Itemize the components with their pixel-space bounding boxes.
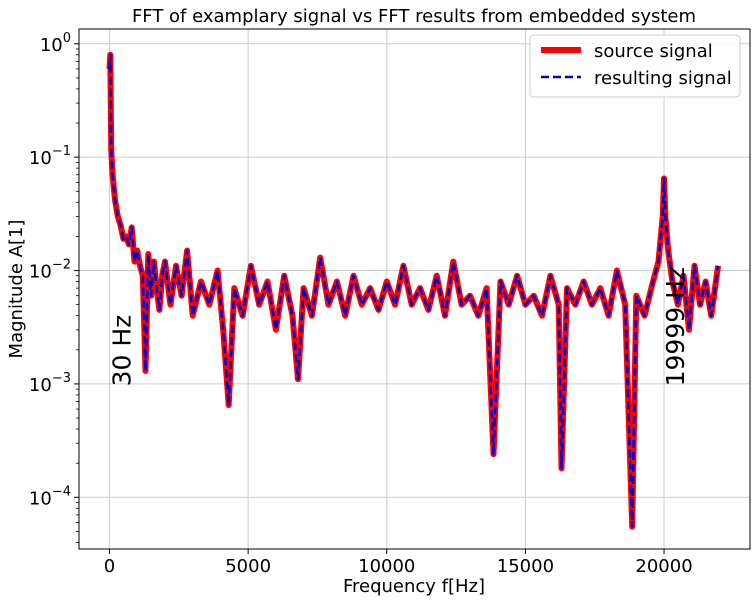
y-tick-label: 10−3: [29, 371, 71, 396]
plot-frame: [78, 28, 751, 550]
series-group: [106, 51, 722, 530]
y-tick-label: 100: [40, 31, 71, 56]
legend: source signal resulting signal: [529, 34, 741, 98]
legend-label-source-signal: source signal: [594, 41, 713, 62]
y-tick-label: 10−1: [29, 144, 71, 169]
x-tick-label: 20000: [635, 556, 692, 577]
y-axis-label: Magnitude A[1]: [6, 220, 27, 359]
annotations: 30 Hz 19999 Hz: [107, 267, 690, 386]
legend-box: [529, 34, 741, 98]
x-tick-label: 10000: [358, 556, 415, 577]
y-tick-label: 10−4: [29, 484, 71, 509]
chart-title: FFT of examplary signal vs FFT results f…: [132, 6, 696, 27]
x-tick-label: 0: [104, 556, 115, 577]
series-line-source-signal: [106, 51, 722, 530]
x-axis-label: Frequency f[Hz]: [343, 576, 485, 597]
y-ticks: 10−4 10−3 10−2 10−1 100: [29, 31, 79, 543]
x-tick-label: 5000: [225, 556, 271, 577]
y-tick-label: 10−2: [29, 258, 71, 283]
legend-label-resulting-signal: resulting signal: [594, 68, 732, 89]
annotation-label: 30 Hz: [107, 315, 136, 387]
x-tick-label: 15000: [497, 556, 554, 577]
x-ticks: 0 5000 10000 15000 20000: [104, 549, 693, 577]
annotation-label: 19999 Hz: [661, 267, 690, 386]
series-line-resulting-signal: [108, 53, 720, 528]
